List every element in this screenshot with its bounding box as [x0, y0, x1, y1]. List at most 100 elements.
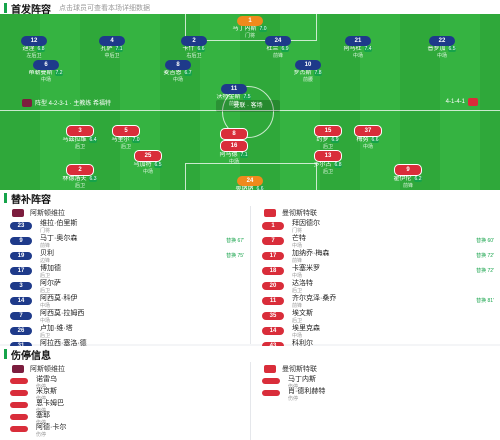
away-team-name: 曼彻斯特联	[282, 210, 317, 217]
player-name: 沃特金斯 7.5	[206, 94, 262, 101]
player-name-text: 阿马杜	[343, 46, 362, 52]
home-player[interactable]: 24 杜兰 6.9 前锋	[250, 36, 306, 59]
away-player[interactable]: 15 约罗 6.9 后卫	[300, 125, 356, 150]
away-player[interactable]: 16 阿马德 7.1 中场	[206, 140, 262, 165]
away-crest-icon	[264, 209, 276, 217]
away-player[interactable]: 13 多尔古 6.8 后卫	[300, 150, 356, 175]
away-injuries-head: 曼彻斯特联	[252, 362, 500, 376]
player-position: 中场	[362, 144, 373, 150]
injured-player-info: 肖·德利赫特 伤停	[288, 388, 325, 402]
shirt-number: 6	[33, 60, 59, 70]
shirt-number: 17	[10, 267, 32, 275]
sub-player-position: 中场	[292, 243, 303, 249]
sub-player-position: 前锋	[292, 303, 303, 309]
shirt-number: 18	[262, 267, 284, 275]
away-player[interactable]: 2 林德洛夫 6.3 后卫	[52, 164, 108, 189]
sub-player-name: 维拉·伯里斯	[40, 220, 78, 227]
shirt-number: 26	[10, 327, 32, 335]
injury-icon	[10, 426, 28, 432]
home-formation: 阵型 4-2-3-1 · 主教练 希福特	[35, 101, 112, 107]
injured-player-row: 马丁内斯 伤停	[252, 376, 500, 390]
sub-player-row[interactable]: 14 阿西莫·科伊 中场	[0, 295, 250, 310]
player-rating: 6.6	[370, 137, 380, 143]
sub-player-name: 拜因德尔	[292, 220, 320, 227]
home-player[interactable]: 10 罗杰斯 7.8 前腰	[280, 60, 336, 83]
injury-status: 伤停	[288, 384, 299, 390]
away-player[interactable]: 9 霍伊伦 6.2 前锋	[380, 164, 436, 189]
shirt-number: 14	[10, 297, 32, 305]
home-player[interactable]: 11 沃特金斯 7.5 前锋	[206, 84, 262, 107]
subs-panel: 阿斯顿维拉 23 维拉·伯里斯 门将 9 马丁·奥尔森 前锋 替换 67' 19 贝利 边锋 替换 …	[0, 206, 500, 369]
sub-player-info: 加纳乔·梅森 前锋	[292, 250, 329, 264]
sub-player-row[interactable]: 17 博加德 后卫	[0, 265, 250, 280]
section-marker	[4, 349, 7, 359]
sub-player-row[interactable]: 9 马丁·奥尔森 前锋 替换 67'	[0, 235, 250, 250]
shirt-number: 8	[220, 128, 248, 140]
sub-player-row[interactable]: 18 卡塞米罗 中场 替换 72'	[252, 265, 500, 280]
sub-player-row[interactable]: 35 埃文斯 后卫	[252, 310, 500, 325]
player-rating: 7.0	[258, 26, 268, 32]
sub-player-position: 后卫	[40, 273, 51, 279]
sub-player-name: 加纳乔·梅森	[292, 250, 330, 257]
sub-player-row[interactable]: 7 芒特 中场 替换 60'	[252, 235, 500, 250]
away-crest-icon	[468, 98, 478, 106]
player-rating: 7.1	[114, 46, 124, 52]
lineup-note: 点击球员可查看本场详细数据	[59, 5, 150, 12]
shirt-number: 16	[220, 140, 248, 152]
player-rating: 6.5	[447, 46, 457, 52]
sub-player-info: 拜因德尔 门将	[292, 220, 320, 234]
home-injuries-head: 阿斯顿维拉	[0, 362, 250, 376]
sub-player-info: 贝利 边锋	[40, 250, 54, 264]
player-name: 阿马德 7.1	[206, 152, 262, 159]
player-name: 杜兰 6.9	[250, 46, 306, 53]
home-player[interactable]: 8 麦吉恩 6.7 中场	[150, 60, 206, 83]
home-player[interactable]: 2 卡什 6.6 右后卫	[166, 36, 222, 59]
player-name-text: 孔萨	[100, 46, 113, 52]
home-injuries-list: 诺雷乌 伤停 米京斯 伤停 恩卡姆巴 伤停 塞耶 伤停 阿德·卡尔 伤停	[0, 376, 250, 438]
centre-circle	[222, 86, 274, 138]
sub-player-row[interactable]: 7 阿西莫·拉姆西 中场	[0, 310, 250, 325]
player-name-text: 普罗加	[427, 46, 446, 52]
substitution-time: 替换 67'	[226, 238, 244, 244]
shirt-number: 11	[221, 84, 247, 94]
home-player[interactable]: 1 马丁内斯 7.0 门将	[222, 16, 278, 39]
injury-icon	[10, 414, 28, 420]
away-player[interactable]: 3 马兹拉维 6.4 后卫	[52, 125, 108, 150]
home-player[interactable]: 6 蒂勒曼斯 7.2 中场	[18, 60, 74, 83]
sub-player-row[interactable]: 11 齐尔克泽·桑乔 前锋 替换 81'	[252, 295, 500, 310]
shirt-number: 8	[165, 60, 191, 70]
substitution-time: 替换 72'	[476, 253, 494, 259]
away-player[interactable]: 37 梅努 6.6 中场	[340, 125, 396, 150]
sub-player-row[interactable]: 14 埃里克森 中场	[252, 325, 500, 340]
sub-player-position: 后卫	[292, 318, 303, 324]
injured-player-row: 米京斯 伤停	[0, 388, 250, 402]
shirt-number: 11	[262, 297, 284, 305]
section-marker	[4, 3, 7, 13]
home-player[interactable]: 4 孔萨 7.1 中后卫	[84, 36, 140, 59]
sub-player-row[interactable]: 19 贝利 边锋 替换 75'	[0, 250, 250, 265]
injured-player-row: 阿德·卡尔 伤停	[0, 424, 250, 438]
sub-player-name: 埃文斯	[292, 310, 313, 317]
player-name-text: 马奎尔	[111, 137, 130, 143]
injured-player-info: 米京斯 伤停	[36, 388, 57, 402]
home-player[interactable]: 22 普罗加 6.5 中场	[414, 36, 470, 59]
player-position: 前锋	[402, 183, 413, 189]
penalty-box-bottom	[185, 163, 317, 190]
sub-player-row[interactable]: 17 加纳乔·梅森 前锋 替换 72'	[252, 250, 500, 265]
sub-player-row[interactable]: 1 拜因德尔 门将	[252, 220, 500, 235]
shirt-number: 7	[262, 237, 284, 245]
home-player[interactable]: 21 阿马杜 7.4 中场	[330, 36, 386, 59]
sub-player-row[interactable]: 26 卢加·维·塔 后卫	[0, 325, 250, 340]
away-player[interactable]: 25 乌加特 6.5 中场	[120, 150, 176, 175]
sub-player-info: 阿尔萨 后卫	[40, 280, 61, 294]
player-rating: 6.8	[333, 162, 343, 168]
player-name: 马奎尔 7.0	[98, 137, 154, 144]
sub-player-row[interactable]: 3 阿尔萨 后卫	[0, 280, 250, 295]
shirt-number: 4	[99, 36, 125, 46]
injured-player-name: 肖·德利赫特	[288, 388, 326, 395]
sub-player-row[interactable]: 20 达洛特 后卫	[252, 280, 500, 295]
sub-player-row[interactable]: 23 维拉·伯里斯 门将	[0, 220, 250, 235]
away-player[interactable]: 5 马奎尔 7.0 后卫	[98, 125, 154, 150]
home-player[interactable]: 12 迪涅 6.8 左后卫	[6, 36, 62, 59]
